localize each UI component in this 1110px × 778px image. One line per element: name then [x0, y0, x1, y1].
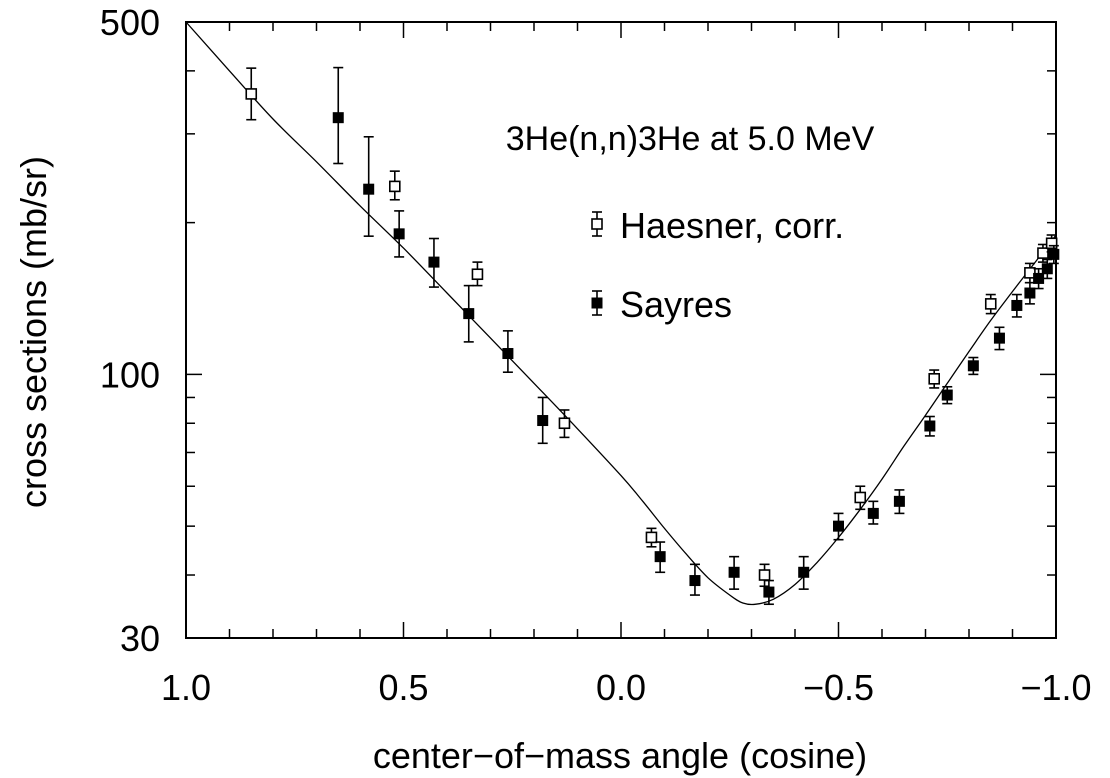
data-point-sayres	[941, 385, 953, 405]
chart-title: 3He(n,n)3He at 5.0 MeV	[506, 120, 875, 158]
marker-sayres	[1011, 299, 1023, 311]
y-axis-label: cross sections (mb/sr)	[13, 156, 54, 508]
marker-haesner	[558, 417, 571, 430]
data-point-sayres	[763, 579, 775, 606]
marker-sayres	[689, 575, 701, 587]
marker-sayres	[893, 495, 905, 507]
marker-haesner	[645, 531, 658, 544]
marker-haesner	[388, 180, 401, 193]
legend-label: Sayres	[620, 284, 732, 325]
data-point-sayres	[393, 210, 405, 258]
marker-sayres	[924, 420, 936, 432]
marker-sayres	[363, 183, 375, 195]
data-point-haesner	[758, 563, 771, 588]
data-point-sayres	[537, 396, 549, 445]
marker-sayres	[798, 566, 810, 578]
marker-sayres	[833, 520, 844, 532]
data-point-sayres	[1011, 293, 1023, 318]
legend-marker-haesner	[591, 218, 603, 230]
data-point-sayres	[1048, 244, 1060, 265]
data-point-sayres	[502, 330, 514, 374]
data-point-sayres	[833, 512, 844, 541]
marker-sayres	[393, 228, 405, 240]
data-point-haesner	[645, 527, 658, 548]
marker-sayres	[654, 551, 666, 563]
data-point-haesner	[245, 67, 258, 121]
data-point-haesner	[854, 485, 867, 511]
data-point-sayres	[363, 135, 375, 237]
marker-sayres	[867, 507, 879, 519]
x-axis-label: center−of−mass angle (cosine)	[373, 735, 867, 776]
data-point-sayres	[967, 356, 979, 376]
x-tick-label: 0.5	[378, 667, 428, 708]
marker-haesner	[1024, 267, 1036, 279]
data-point-sayres	[993, 326, 1005, 351]
y-tick-label: 500	[100, 2, 160, 43]
marker-haesner	[1045, 237, 1058, 250]
marker-sayres	[537, 415, 549, 427]
marker-haesner	[758, 569, 771, 581]
marker-haesner	[928, 373, 941, 385]
legend-label: Haesner, corr.	[620, 205, 844, 246]
marker-haesner	[471, 268, 484, 281]
data-point-sayres	[332, 66, 344, 165]
data-point-haesner	[388, 170, 401, 201]
data-point-sayres	[463, 284, 475, 343]
marker-sayres	[967, 360, 979, 372]
data-point-sayres	[893, 489, 905, 515]
data-point-sayres	[867, 500, 879, 525]
legend-item-haesner: Haesner, corr.	[591, 205, 844, 246]
plot-frame	[185, 21, 1057, 639]
marker-haesner	[984, 298, 997, 310]
data-point-sayres	[924, 415, 936, 437]
x-tick-label: 0.0	[596, 667, 646, 708]
x-tick-label: 1.0	[161, 667, 211, 708]
data-point-sayres	[1041, 258, 1053, 280]
data-point-haesner	[984, 293, 997, 315]
marker-sayres	[941, 389, 953, 401]
marker-sayres	[728, 566, 740, 578]
y-tick-label: 30	[120, 618, 160, 659]
y-tick-label: 100	[100, 354, 160, 395]
marker-sayres	[428, 256, 440, 268]
marker-sayres	[1024, 287, 1036, 299]
marker-sayres	[993, 332, 1005, 344]
marker-sayres	[1048, 248, 1060, 260]
data-point-sayres	[728, 555, 740, 590]
marker-haesner	[245, 88, 258, 100]
legend-item-sayres: Sayres	[591, 284, 732, 325]
x-tick-label: −1.0	[1020, 667, 1091, 708]
data-point-sayres	[428, 237, 440, 288]
legend: Haesner, corr. Sayres	[591, 205, 844, 325]
marker-sayres	[763, 586, 775, 598]
x-tick-label: −0.5	[803, 667, 874, 708]
marker-sayres	[463, 308, 475, 320]
data-point-haesner	[471, 261, 484, 287]
data-point-sayres	[798, 555, 810, 590]
legend-marker-sayres	[591, 297, 603, 309]
data-point-haesner	[558, 409, 571, 439]
data-point-sayres	[1024, 281, 1036, 305]
marker-sayres	[1041, 263, 1053, 275]
data-point-sayres	[654, 541, 666, 574]
marker-sayres	[502, 348, 514, 360]
marker-haesner	[1037, 247, 1049, 259]
data-point-sayres	[689, 563, 701, 596]
marker-haesner	[854, 491, 867, 504]
marker-sayres	[1033, 272, 1045, 284]
data-point-haesner	[928, 369, 941, 389]
marker-sayres	[332, 112, 344, 124]
